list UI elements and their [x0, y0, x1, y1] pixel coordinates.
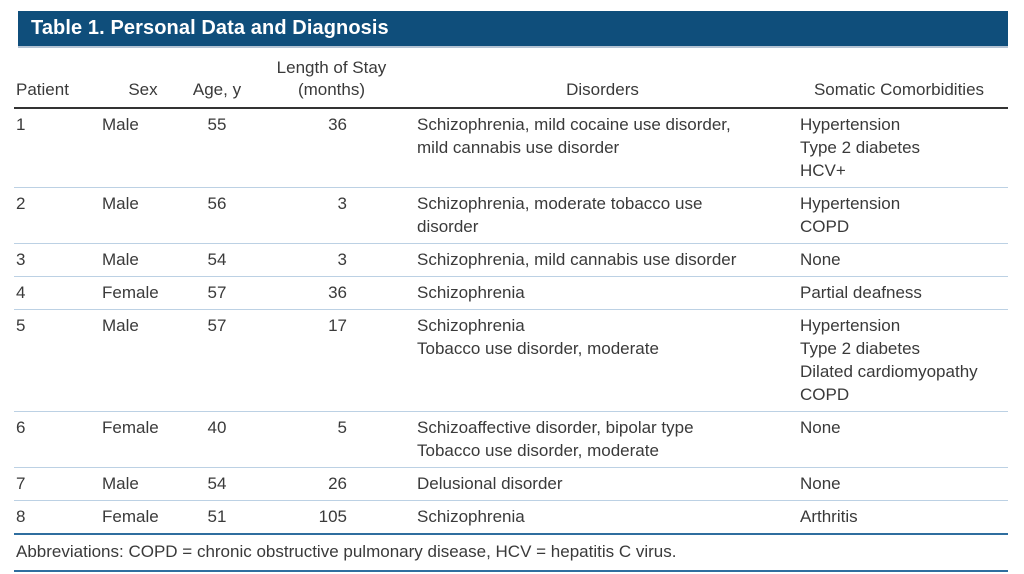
- cell-somatic-comorbidities-line: Type 2 diabetes: [800, 339, 921, 358]
- cell-somatic-comorbidities-line: None: [800, 474, 841, 493]
- table-body: 1 Male 55 36 Schizophrenia, mild cocaine use…: [14, 108, 1008, 533]
- table-row: 5 Male 57 17 Schizophrenia Tobacco use disord…: [14, 310, 1008, 412]
- cell-patient: 7: [16, 474, 26, 493]
- header-length-of-stay-line2: (months): [297, 80, 366, 99]
- cell-disorders: Schizophrenia, mild cocaine use disorder…: [415, 108, 790, 188]
- cell-age: 55: [207, 115, 227, 134]
- cell-disorders-line: Tobacco use disorder, moderate: [417, 441, 659, 460]
- cell-somatic-comorbidities: Hypertension Type 2 diabetes HCV+: [790, 108, 1008, 188]
- cell-disorders: Schizophrenia, moderate tobacco use disor…: [415, 188, 790, 244]
- cell-disorders-line: Delusional disorder: [417, 474, 563, 493]
- cell-disorders: Schizophrenia, mild cannabis use disorde…: [415, 244, 790, 277]
- header-sex: Sex: [100, 57, 186, 109]
- cell-disorders-line: Schizophrenia, mild cocaine use disorder…: [417, 115, 731, 134]
- cell-disorders-line: Schizophrenia: [417, 283, 525, 302]
- cell-sex: Female: [102, 283, 159, 302]
- cell-age: 54: [207, 474, 227, 493]
- cell-somatic-comorbidities-line: Partial deafness: [800, 283, 922, 302]
- cell-somatic-comorbidities-line: HCV+: [800, 161, 846, 180]
- cell-patient: 1: [16, 115, 26, 134]
- cell-length-of-stay: 5: [337, 418, 347, 437]
- cell-sex: Male: [102, 115, 139, 134]
- table-header-row: Patient Sex Age, y Length of Stay (month…: [14, 57, 1008, 109]
- cell-somatic-comorbidities: None: [790, 244, 1008, 277]
- cell-disorders-line: Schizophrenia: [417, 316, 525, 335]
- table-row: 6 Female 40 5 Schizoaffective disorder, bipo…: [14, 412, 1008, 468]
- cell-length-of-stay: 3: [337, 194, 347, 213]
- header-age: Age, y: [186, 57, 248, 109]
- table-title-bar: Table 1. Personal Data and Diagnosis: [18, 11, 1008, 48]
- table-row: 1 Male 55 36 Schizophrenia, mild cocaine use…: [14, 108, 1008, 188]
- cell-length-of-stay: 36: [328, 115, 347, 134]
- cell-disorders-line: Schizoaffective disorder, bipolar type: [417, 418, 694, 437]
- cell-length-of-stay: 105: [318, 507, 347, 526]
- cell-patient: 4: [16, 283, 26, 302]
- header-length-of-stay: Length of Stay (months): [248, 57, 415, 109]
- cell-age: 40: [207, 418, 227, 437]
- cell-disorders: Schizophrenia Tobacco use disorder, moder…: [415, 310, 790, 412]
- cell-patient: 2: [16, 194, 26, 213]
- header-length-of-stay-line1: Length of Stay: [276, 58, 387, 77]
- cell-length-of-stay: 36: [328, 283, 347, 302]
- cell-disorders-line: Schizophrenia: [417, 507, 525, 526]
- cell-somatic-comorbidities-line: COPD: [800, 385, 850, 404]
- cell-somatic-comorbidities: None: [790, 468, 1008, 501]
- cell-disorders-line: Tobacco use disorder, moderate: [417, 339, 659, 358]
- cell-sex: Female: [102, 418, 159, 437]
- cell-somatic-comorbidities-line: Arthritis: [800, 507, 858, 526]
- cell-patient: 6: [16, 418, 26, 437]
- cell-disorders-line: disorder: [417, 217, 479, 236]
- cell-disorders: Schizophrenia: [415, 501, 790, 534]
- cell-sex: Male: [102, 474, 139, 493]
- cell-disorders: Delusional disorder: [415, 468, 790, 501]
- header-somatic-comorbidities: Somatic Comorbidities: [790, 57, 1008, 109]
- table-row: 2 Male 56 3 Schizophrenia, moderate tobacco …: [14, 188, 1008, 244]
- header-disorders: Disorders: [415, 57, 790, 109]
- cell-patient: 5: [16, 316, 26, 335]
- cell-disorders: Schizoaffective disorder, bipolar type To…: [415, 412, 790, 468]
- cell-somatic-comorbidities-line: Dilated cardiomyopathy: [800, 362, 978, 381]
- cell-somatic-comorbidities-line: Hypertension: [800, 194, 901, 213]
- cell-length-of-stay: 26: [328, 474, 347, 493]
- cell-patient: 8: [16, 507, 26, 526]
- cell-age: 57: [207, 316, 227, 335]
- table-title: Table 1. Personal Data and Diagnosis: [31, 17, 389, 39]
- cell-age: 51: [207, 507, 227, 526]
- cell-somatic-comorbidities-line: Type 2 diabetes: [800, 138, 921, 157]
- cell-sex: Male: [102, 316, 139, 335]
- table-footnote: Abbreviations: COPD = chronic obstructiv…: [14, 533, 1008, 572]
- table-row: 3 Male 54 3 Schizophrenia, mild cannabis use…: [14, 244, 1008, 277]
- cell-somatic-comorbidities-line: None: [800, 250, 841, 269]
- data-table: Patient Sex Age, y Length of Stay (month…: [14, 57, 1008, 533]
- cell-age: 57: [207, 283, 227, 302]
- table-row: 8 Female 51 105 Schizophrenia Arthritis: [14, 501, 1008, 534]
- cell-disorders-line: Schizophrenia, mild cannabis use disorde…: [417, 250, 737, 269]
- cell-somatic-comorbidities-line: Hypertension: [800, 115, 901, 134]
- cell-age: 54: [207, 250, 227, 269]
- cell-somatic-comorbidities-line: COPD: [800, 217, 850, 236]
- cell-disorders-line: mild cannabis use disorder: [417, 138, 620, 157]
- cell-somatic-comorbidities: None: [790, 412, 1008, 468]
- cell-length-of-stay: 3: [337, 250, 347, 269]
- cell-somatic-comorbidities: Hypertension COPD: [790, 188, 1008, 244]
- cell-sex: Female: [102, 507, 159, 526]
- cell-sex: Male: [102, 250, 139, 269]
- cell-sex: Male: [102, 194, 139, 213]
- cell-somatic-comorbidities: Arthritis: [790, 501, 1008, 534]
- cell-somatic-comorbidities: Partial deafness: [790, 277, 1008, 310]
- cell-length-of-stay: 17: [328, 316, 347, 335]
- cell-somatic-comorbidities-line: None: [800, 418, 841, 437]
- table-row: 7 Male 54 26 Delusional disorder None: [14, 468, 1008, 501]
- cell-disorders-line: Schizophrenia, moderate tobacco use: [417, 194, 703, 213]
- cell-patient: 3: [16, 250, 26, 269]
- cell-age: 56: [207, 194, 227, 213]
- table-row: 4 Female 57 36 Schizophrenia Partial deafness: [14, 277, 1008, 310]
- cell-somatic-comorbidities-line: Hypertension: [800, 316, 901, 335]
- cell-disorders: Schizophrenia: [415, 277, 790, 310]
- header-patient: Patient: [14, 57, 100, 109]
- cell-somatic-comorbidities: Hypertension Type 2 diabetes Dilated cardi…: [790, 310, 1008, 412]
